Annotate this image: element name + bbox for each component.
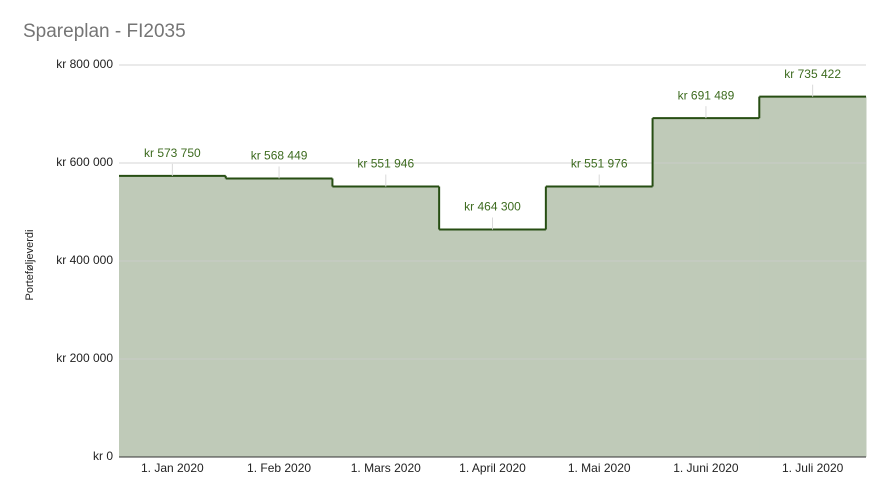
y-tick-label: kr 200 000 <box>56 351 113 365</box>
value-label: kr 551 976 <box>571 157 628 171</box>
area-segment <box>119 175 227 458</box>
area-segment <box>332 186 440 458</box>
y-tick-label: kr 0 <box>93 449 113 463</box>
x-tick-label: 1. Juli 2020 <box>782 461 844 475</box>
chart-title: Spareplan - FI2035 <box>23 21 186 42</box>
value-label: kr 735 422 <box>784 67 841 81</box>
x-tick-label: 1. Jan 2020 <box>141 461 204 475</box>
x-tick-label: 1. Juni 2020 <box>673 461 739 475</box>
value-label: kr 568 449 <box>251 149 308 163</box>
y-tick-label: kr 800 000 <box>56 57 113 71</box>
y-axis-title: Porteføljeverdi <box>24 230 36 301</box>
area-segment <box>759 96 867 457</box>
x-tick-label: 1. Mai 2020 <box>568 461 631 475</box>
area-segment <box>439 229 547 457</box>
value-label: kr 464 300 <box>464 200 521 214</box>
x-tick-label: 1. Mars 2020 <box>351 461 421 475</box>
y-tick-label: kr 400 000 <box>56 253 113 267</box>
value-label: kr 573 750 <box>144 146 201 160</box>
area-segment <box>225 178 333 457</box>
area-segment <box>545 186 654 458</box>
x-tick-label: 1. Feb 2020 <box>247 461 311 475</box>
value-label: kr 691 489 <box>678 88 735 102</box>
area-segment <box>652 118 760 458</box>
value-label: kr 551 946 <box>357 157 414 171</box>
y-tick-label: kr 600 000 <box>56 155 113 169</box>
x-tick-label: 1. April 2020 <box>459 461 526 475</box>
